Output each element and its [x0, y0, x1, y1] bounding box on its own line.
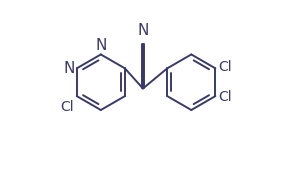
- Text: N: N: [95, 38, 107, 53]
- Text: N: N: [64, 61, 75, 76]
- Text: Cl: Cl: [60, 100, 74, 114]
- Text: Cl: Cl: [218, 90, 232, 104]
- Text: Cl: Cl: [218, 60, 232, 75]
- Text: N: N: [137, 23, 149, 38]
